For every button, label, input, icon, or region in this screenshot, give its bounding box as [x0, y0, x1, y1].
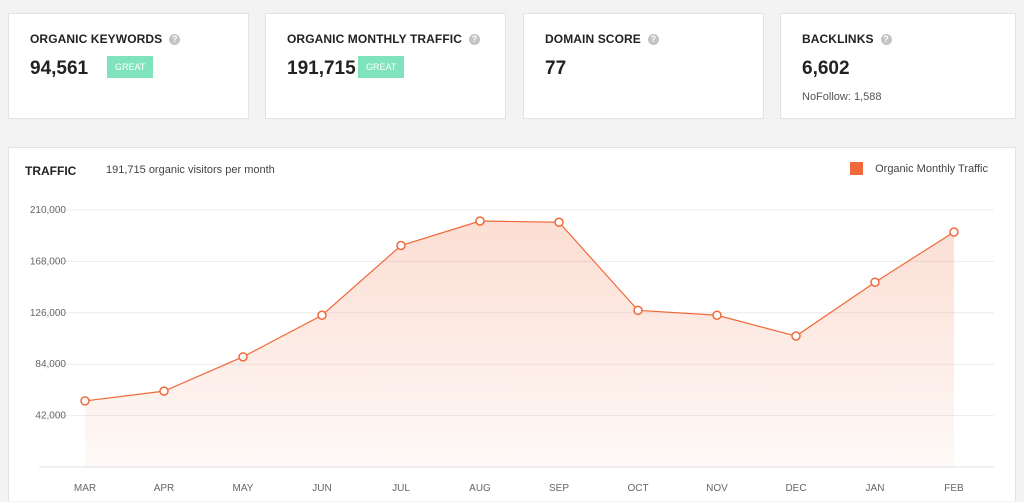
traffic-title: TRAFFIC	[25, 164, 77, 178]
x-tick-label: AUG	[469, 483, 491, 494]
data-point[interactable]	[317, 310, 327, 320]
card-organic-keywords: ORGANIC KEYWORDS ? 94,561 GREAT	[8, 13, 249, 119]
card-value: 6,602	[802, 58, 850, 79]
x-tick-label: OCT	[627, 483, 648, 494]
legend-swatch-icon	[850, 162, 864, 175]
data-point[interactable]	[475, 216, 485, 226]
nofollow-count: NoFollow: 1,588	[802, 91, 882, 103]
x-tick-label: JAN	[866, 483, 885, 494]
data-point[interactable]	[633, 305, 643, 316]
chart-legend[interactable]: Organic Monthly Traffic	[850, 162, 988, 175]
data-point[interactable]	[791, 331, 801, 341]
card-value: 94,561	[30, 58, 89, 79]
x-tick-label: MAR	[74, 483, 96, 494]
data-point[interactable]	[870, 277, 880, 287]
status-badge: GREAT	[358, 56, 405, 78]
y-tick-label: 42,000	[35, 411, 66, 422]
data-point[interactable]	[712, 310, 722, 320]
help-icon[interactable]: ?	[169, 33, 181, 45]
data-point[interactable]	[949, 227, 959, 237]
card-title-text: ORGANIC MONTHLY TRAFFIC	[287, 32, 462, 46]
traffic-panel: TRAFFIC 191,715 organic visitors per mon…	[8, 147, 1016, 501]
card-title-text: ORGANIC KEYWORDS	[30, 32, 163, 46]
help-icon[interactable]: ?	[880, 33, 892, 45]
legend-label: Organic Monthly Traffic	[875, 162, 988, 175]
y-tick-label: 168,000	[30, 256, 67, 267]
card-title-text: BACKLINKS	[802, 32, 874, 46]
traffic-line	[84, 220, 955, 402]
data-point[interactable]	[159, 386, 169, 396]
traffic-subtitle: 191,715 organic visitors per month	[106, 164, 275, 176]
card-organic-monthly-traffic: ORGANIC MONTHLY TRAFFIC ? 191,715 GREAT	[265, 13, 506, 119]
data-point[interactable]	[80, 396, 90, 406]
help-icon[interactable]: ?	[468, 33, 480, 45]
help-icon[interactable]: ?	[647, 33, 659, 45]
card-value: 191,715	[287, 58, 356, 79]
x-tick-label: JUN	[312, 483, 331, 494]
y-tick-label: 210,000	[30, 205, 67, 216]
x-tick-label: MAY	[233, 483, 254, 494]
traffic-chart: 210,000 168,000 126,000 84,000 42,000 MAR APR…	[30, 205, 994, 494]
x-tick-label: DEC	[785, 483, 806, 494]
x-tick-label: SEP	[549, 483, 569, 494]
data-point[interactable]	[554, 217, 564, 227]
card-title: ORGANIC KEYWORDS ?	[30, 32, 181, 46]
data-point[interactable]	[396, 240, 406, 251]
x-tick-label: APR	[154, 483, 175, 494]
card-title: ORGANIC MONTHLY TRAFFIC ?	[287, 32, 480, 46]
card-value: 77	[545, 58, 567, 79]
x-tick-label: NOV	[706, 483, 728, 494]
traffic-area	[85, 221, 954, 467]
card-title: DOMAIN SCORE ?	[545, 32, 659, 46]
x-tick-label: JUL	[392, 483, 410, 494]
card-domain-score: DOMAIN SCORE ? 77	[523, 13, 764, 119]
card-title-text: DOMAIN SCORE	[545, 32, 641, 46]
card-title: BACKLINKS ?	[802, 32, 892, 46]
y-tick-label: 126,000	[30, 308, 67, 319]
data-point[interactable]	[238, 352, 248, 362]
x-tick-label: FEB	[944, 483, 964, 494]
card-backlinks: BACKLINKS ? 6,602 NoFollow: 1,588	[780, 13, 1016, 119]
y-tick-label: 84,000	[35, 359, 66, 370]
status-badge: GREAT	[107, 56, 154, 78]
